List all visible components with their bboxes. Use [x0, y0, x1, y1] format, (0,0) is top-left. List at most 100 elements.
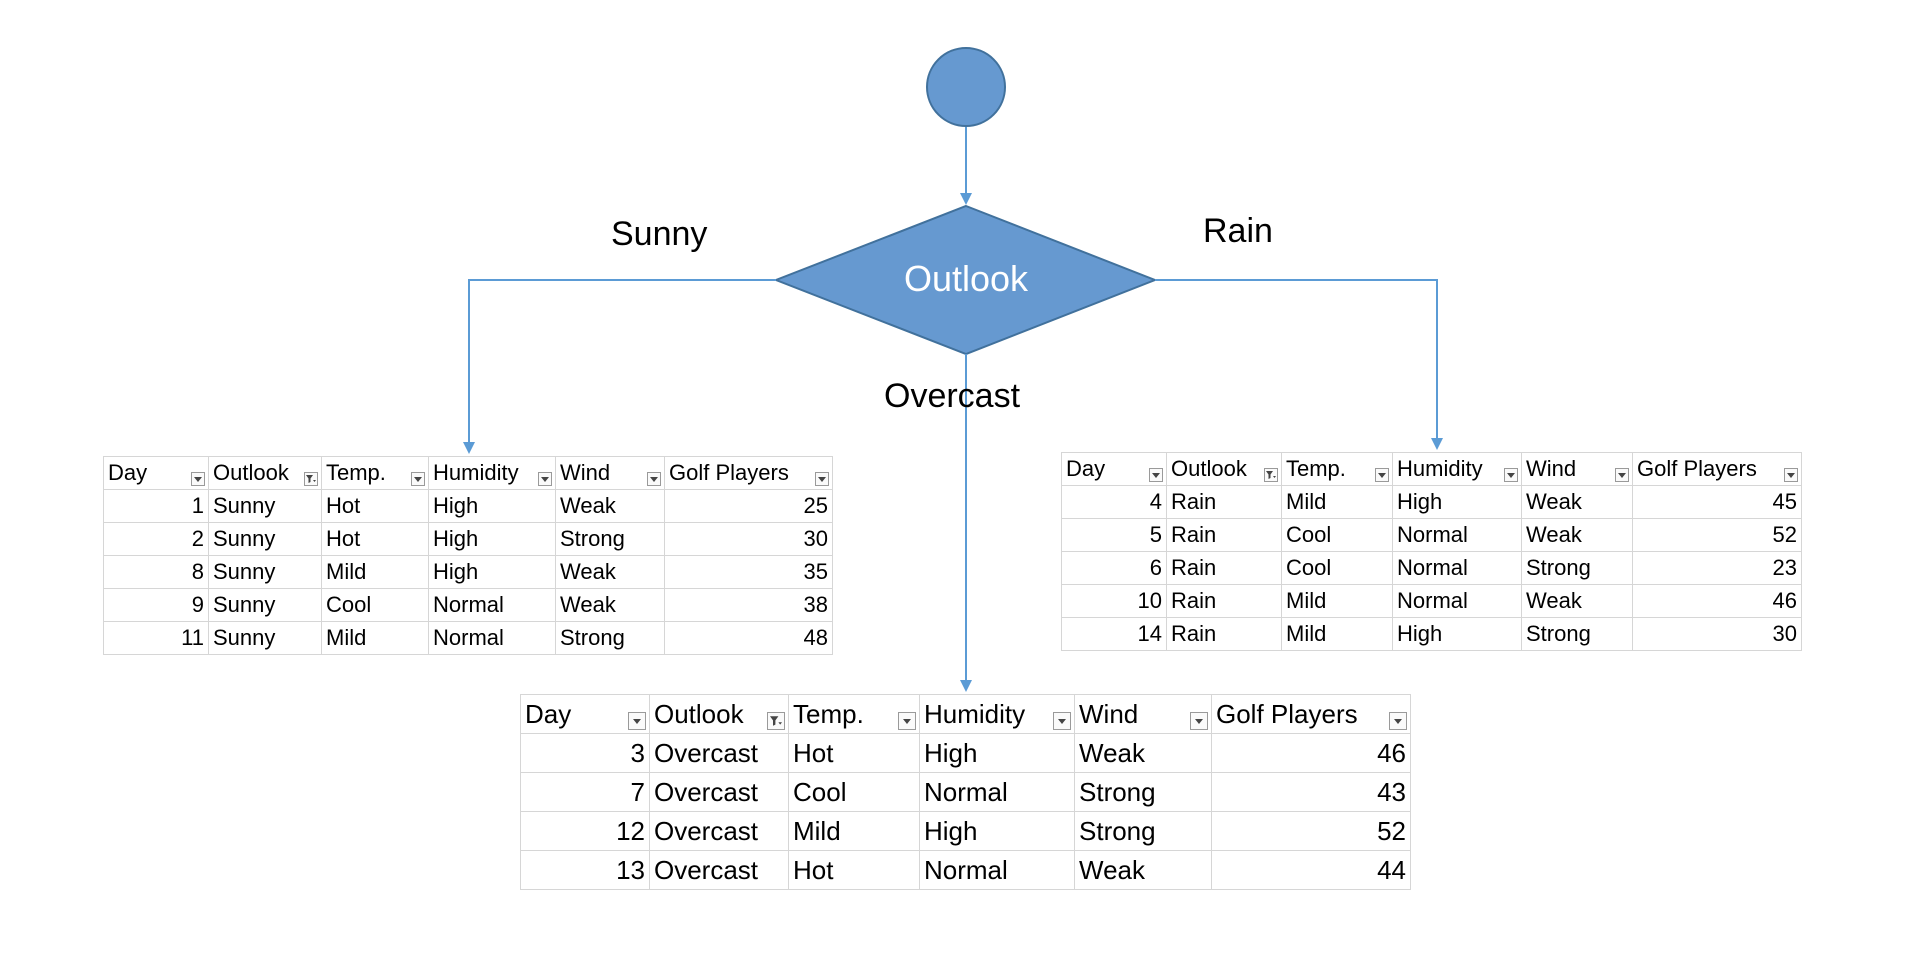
cell-outlook[interactable]: Sunny [208, 522, 322, 556]
cell-golf-players[interactable]: 30 [664, 522, 833, 556]
cell-temp[interactable]: Cool [1281, 518, 1393, 552]
cell-wind[interactable]: Strong [555, 621, 665, 655]
cell-humidity[interactable]: Normal [1392, 518, 1522, 552]
column-header-golf-players[interactable]: Golf Players [664, 456, 833, 490]
cell-temp[interactable]: Mild [321, 621, 429, 655]
filter-dropdown-icon[interactable] [1784, 468, 1798, 482]
filter-dropdown-icon[interactable] [1504, 468, 1518, 482]
cell-golf-players[interactable]: 25 [664, 489, 833, 523]
cell-golf-players[interactable]: 38 [664, 588, 833, 622]
filter-dropdown-icon[interactable] [1149, 468, 1163, 482]
column-header-wind[interactable]: Wind [555, 456, 665, 490]
cell-outlook[interactable]: Rain [1166, 617, 1282, 651]
cell-wind[interactable]: Weak [1074, 733, 1212, 773]
cell-temp[interactable]: Hot [321, 522, 429, 556]
cell-wind[interactable]: Strong [1521, 551, 1633, 585]
cell-wind[interactable]: Weak [1074, 850, 1212, 890]
cell-wind[interactable]: Strong [1074, 772, 1212, 812]
cell-temp[interactable]: Cool [1281, 551, 1393, 585]
cell-humidity[interactable]: High [1392, 485, 1522, 519]
cell-humidity[interactable]: Normal [428, 621, 556, 655]
cell-humidity[interactable]: Normal [919, 850, 1075, 890]
cell-day[interactable]: 11 [103, 621, 209, 655]
cell-outlook[interactable]: Sunny [208, 489, 322, 523]
cell-golf-players[interactable]: 30 [1632, 617, 1802, 651]
column-header-temp[interactable]: Temp. [788, 694, 920, 734]
cell-golf-players[interactable]: 43 [1211, 772, 1411, 812]
column-header-humidity[interactable]: Humidity [428, 456, 556, 490]
filter-active-icon[interactable] [767, 712, 785, 730]
cell-temp[interactable]: Hot [788, 733, 920, 773]
column-header-outlook[interactable]: Outlook [649, 694, 789, 734]
cell-day[interactable]: 7 [520, 772, 650, 812]
cell-golf-players[interactable]: 45 [1632, 485, 1802, 519]
filter-dropdown-icon[interactable] [898, 712, 916, 730]
column-header-outlook[interactable]: Outlook [1166, 452, 1282, 486]
filter-active-icon[interactable] [304, 472, 318, 486]
column-header-golf-players[interactable]: Golf Players [1211, 694, 1411, 734]
cell-golf-players[interactable]: 23 [1632, 551, 1802, 585]
cell-outlook[interactable]: Sunny [208, 621, 322, 655]
column-header-wind[interactable]: Wind [1074, 694, 1212, 734]
column-header-day[interactable]: Day [1061, 452, 1167, 486]
cell-golf-players[interactable]: 35 [664, 555, 833, 589]
column-header-temp[interactable]: Temp. [321, 456, 429, 490]
column-header-wind[interactable]: Wind [1521, 452, 1633, 486]
cell-humidity[interactable]: High [919, 811, 1075, 851]
cell-temp[interactable]: Mild [321, 555, 429, 589]
cell-golf-players[interactable]: 52 [1211, 811, 1411, 851]
cell-day[interactable]: 8 [103, 555, 209, 589]
cell-temp[interactable]: Mild [1281, 617, 1393, 651]
cell-golf-players[interactable]: 48 [664, 621, 833, 655]
cell-golf-players[interactable]: 46 [1632, 584, 1802, 618]
column-header-day[interactable]: Day [520, 694, 650, 734]
cell-outlook[interactable]: Overcast [649, 811, 789, 851]
cell-day[interactable]: 3 [520, 733, 650, 773]
cell-humidity[interactable]: High [428, 489, 556, 523]
cell-outlook[interactable]: Rain [1166, 518, 1282, 552]
filter-dropdown-icon[interactable] [538, 472, 552, 486]
cell-day[interactable]: 9 [103, 588, 209, 622]
cell-outlook[interactable]: Rain [1166, 485, 1282, 519]
cell-temp[interactable]: Cool [321, 588, 429, 622]
column-header-humidity[interactable]: Humidity [1392, 452, 1522, 486]
cell-wind[interactable]: Weak [1521, 584, 1633, 618]
cell-wind[interactable]: Weak [1521, 485, 1633, 519]
cell-humidity[interactable]: Normal [919, 772, 1075, 812]
column-header-temp[interactable]: Temp. [1281, 452, 1393, 486]
cell-temp[interactable]: Mild [1281, 584, 1393, 618]
cell-humidity[interactable]: Normal [1392, 584, 1522, 618]
cell-wind[interactable]: Weak [555, 555, 665, 589]
cell-temp[interactable]: Mild [788, 811, 920, 851]
column-header-day[interactable]: Day [103, 456, 209, 490]
cell-outlook[interactable]: Rain [1166, 584, 1282, 618]
cell-outlook[interactable]: Overcast [649, 850, 789, 890]
cell-humidity[interactable]: Normal [1392, 551, 1522, 585]
cell-day[interactable]: 6 [1061, 551, 1167, 585]
cell-wind[interactable]: Weak [555, 588, 665, 622]
cell-humidity[interactable]: Normal [428, 588, 556, 622]
cell-wind[interactable]: Weak [555, 489, 665, 523]
cell-temp[interactable]: Cool [788, 772, 920, 812]
filter-dropdown-icon[interactable] [1615, 468, 1629, 482]
cell-day[interactable]: 14 [1061, 617, 1167, 651]
cell-temp[interactable]: Hot [321, 489, 429, 523]
cell-golf-players[interactable]: 44 [1211, 850, 1411, 890]
column-header-outlook[interactable]: Outlook [208, 456, 322, 490]
cell-wind[interactable]: Strong [1074, 811, 1212, 851]
cell-temp[interactable]: Mild [1281, 485, 1393, 519]
cell-humidity[interactable]: High [428, 555, 556, 589]
filter-dropdown-icon[interactable] [628, 712, 646, 730]
cell-day[interactable]: 10 [1061, 584, 1167, 618]
cell-day[interactable]: 4 [1061, 485, 1167, 519]
cell-wind[interactable]: Weak [1521, 518, 1633, 552]
cell-wind[interactable]: Strong [1521, 617, 1633, 651]
cell-outlook[interactable]: Overcast [649, 772, 789, 812]
filter-dropdown-icon[interactable] [411, 472, 425, 486]
cell-golf-players[interactable]: 46 [1211, 733, 1411, 773]
cell-golf-players[interactable]: 52 [1632, 518, 1802, 552]
cell-temp[interactable]: Hot [788, 850, 920, 890]
cell-day[interactable]: 13 [520, 850, 650, 890]
column-header-humidity[interactable]: Humidity [919, 694, 1075, 734]
filter-dropdown-icon[interactable] [647, 472, 661, 486]
